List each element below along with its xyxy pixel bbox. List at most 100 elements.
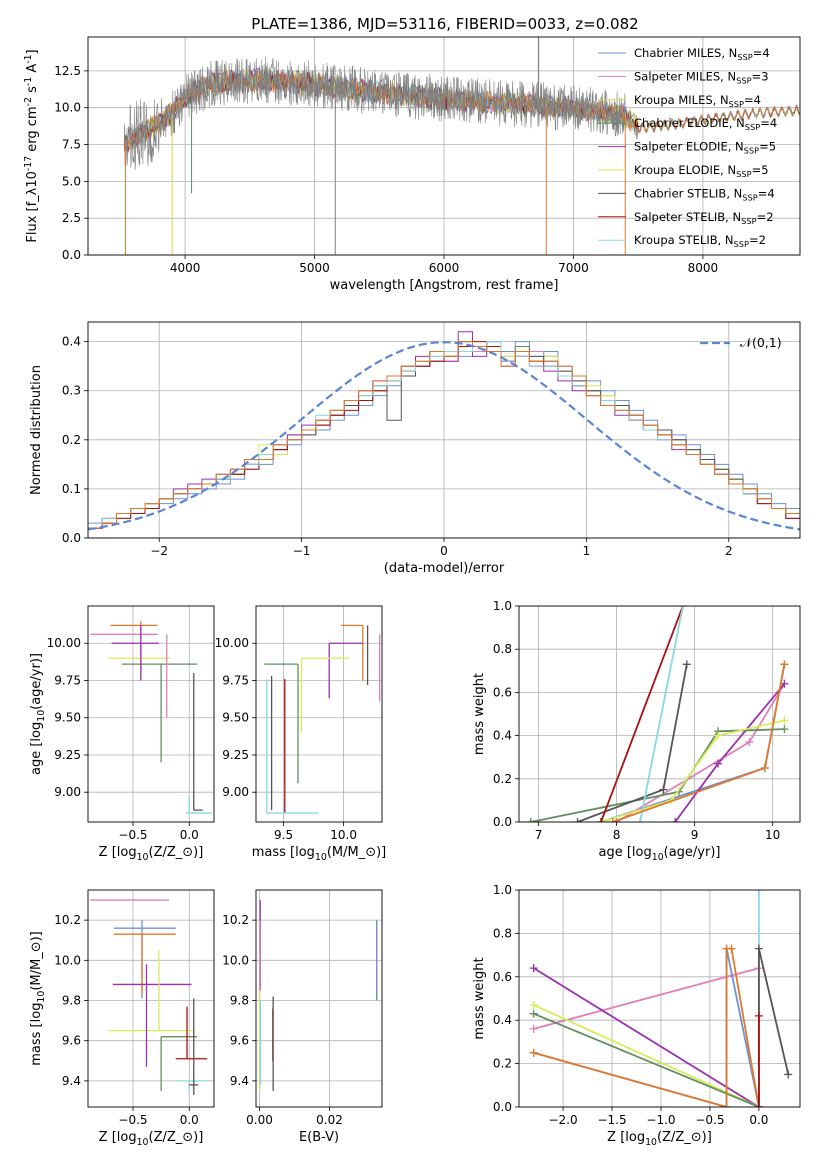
x-tick-label: 2 xyxy=(725,544,733,558)
x-tick-label: 10 xyxy=(765,828,780,842)
label-part: ] xyxy=(25,49,40,54)
mass-weight-line xyxy=(758,948,790,1107)
label-part: mass [log xyxy=(252,845,315,860)
x-tick-label: 4000 xyxy=(170,261,201,275)
x-tick-label: −0.5 xyxy=(118,1113,147,1127)
label-part: Z [log xyxy=(99,845,137,860)
y-tick-label: 1.0 xyxy=(493,599,512,613)
panel-mass_vs_Z: −0.5 0.09.49.69.810.010.2Z [log10(Z/Z_⊙)]… xyxy=(29,889,215,1148)
plus-marker xyxy=(573,818,582,822)
plus-marker xyxy=(714,731,723,740)
panel-residuals: −2 −1 0 1 2 0.0 0.1 0.2 0.3 0.4 (data-model)/error… xyxy=(29,321,801,576)
y-axis-label: Flux [f_λ10-17 erg cm-2 s-1 A-1] xyxy=(23,49,40,242)
legend-sub: SSP xyxy=(736,75,751,85)
x-tick-label: 1 xyxy=(583,544,591,558)
y-tick-label: 1.0 xyxy=(493,883,512,897)
label-part: 10 xyxy=(315,852,327,863)
legend-sub: SSP xyxy=(742,192,757,202)
x-tick-label: 6000 xyxy=(429,261,460,275)
label-part: -17 xyxy=(23,156,34,171)
errorbar-point xyxy=(328,642,363,699)
legend-text: Chabrier STELIB, N xyxy=(634,186,742,200)
label-part: -2 xyxy=(23,97,34,106)
x-axis-label: Z [log10(Z/Z_⊙)] xyxy=(607,1130,712,1148)
errorbar-point xyxy=(193,673,203,811)
x-tick-label: −2.0 xyxy=(548,1113,577,1127)
errorbar-point xyxy=(113,920,176,999)
plus-marker xyxy=(608,818,617,822)
x-tick-label: −1 xyxy=(293,544,311,558)
legend-sub: SSP xyxy=(737,52,752,62)
label-part: (Z/Z_⊙)] xyxy=(149,1130,204,1145)
plot-area xyxy=(90,620,212,814)
x-tick-label: 10.0 xyxy=(330,828,357,842)
legend-sub: SSP xyxy=(744,146,759,156)
axes-frame xyxy=(87,889,215,1108)
grid xyxy=(519,889,800,1108)
errorbar-point xyxy=(264,663,299,784)
plot-area xyxy=(88,331,800,531)
legend-label: Kroupa MILES, NSSP=4 xyxy=(634,93,761,109)
plus-marker xyxy=(635,818,644,822)
plus-marker xyxy=(529,1024,538,1033)
y-tick-label: 12.5 xyxy=(54,64,81,78)
plot-area xyxy=(90,899,210,1095)
plus-marker xyxy=(754,944,763,953)
mass-weight-line xyxy=(616,683,786,822)
axes-frame xyxy=(255,605,383,823)
y-tick-label: 10.0 xyxy=(54,101,81,115)
errorbar-point xyxy=(175,1080,210,1093)
y-tick-label: 2.5 xyxy=(62,211,81,225)
plus-marker xyxy=(760,764,769,772)
label-part: mass weight xyxy=(472,673,487,755)
plus-marker xyxy=(612,818,621,822)
errorbar-point xyxy=(160,1036,198,1091)
plus-marker xyxy=(529,1048,538,1057)
y-axis-label: Normed distribution xyxy=(29,365,44,495)
y-tick-label: 9.00 xyxy=(222,785,249,799)
y-tick-label: 0.0 xyxy=(493,1100,512,1114)
plus-marker xyxy=(745,738,754,747)
x-tick-label: 5000 xyxy=(299,261,330,275)
label-part: (age/yr)] xyxy=(664,845,721,860)
label-part: 10 xyxy=(137,852,149,863)
mass-weight-line xyxy=(600,719,785,822)
y-tick-label: 9.75 xyxy=(222,673,249,687)
x-tick-label: 0.0 xyxy=(180,1113,199,1127)
plus-marker xyxy=(780,725,789,734)
axes-frame xyxy=(87,605,215,823)
plot-area xyxy=(264,624,381,814)
y-tick-label: 5.0 xyxy=(62,174,81,188)
label-part: (Z/Z_⊙)] xyxy=(657,1130,712,1145)
plus-marker xyxy=(754,1011,763,1020)
histogram-series xyxy=(88,341,800,529)
legend-sub: SSP xyxy=(729,99,744,109)
legend-text: Kroupa MILES, N xyxy=(634,93,729,107)
plus-marker xyxy=(682,660,691,669)
legend-sub: SSP xyxy=(741,216,756,226)
y-tick-label: 9.6 xyxy=(230,1034,249,1048)
x-axis-label: (data-model)/error xyxy=(384,561,505,576)
x-tick-label: 0.00 xyxy=(246,1113,273,1127)
mass-weight-line xyxy=(639,606,684,822)
legend-sub: SSP xyxy=(734,239,749,249)
x-axis-label: E(B-V) xyxy=(299,1130,339,1145)
errorbar-point xyxy=(185,795,212,814)
label-part: (M/M_⊙)] xyxy=(327,845,386,860)
y-tick-label: 9.50 xyxy=(222,711,249,725)
panel-spectrum: 4000 5000 6000 7000 8000 0.0 2.5 5.0 7.5 10.0 12.5… xyxy=(23,36,801,293)
y-tick-label: 10.00 xyxy=(47,636,81,650)
errorbar-point xyxy=(175,1006,208,1060)
x-tick-label: −0.5 xyxy=(695,1113,724,1127)
label-part: Flux [f_λ10 xyxy=(25,171,40,243)
y-tick-label: 9.00 xyxy=(54,785,81,799)
y-axis-label: age [log10(age/yr)] xyxy=(29,653,47,775)
plus-marker xyxy=(678,606,687,610)
legend-text: Kroupa ELODIE, N xyxy=(634,163,736,177)
plot-area xyxy=(123,37,800,255)
mass-weight-line xyxy=(600,606,684,822)
y-tick-label: 0.0 xyxy=(493,815,512,829)
plus-marker xyxy=(722,1103,731,1107)
